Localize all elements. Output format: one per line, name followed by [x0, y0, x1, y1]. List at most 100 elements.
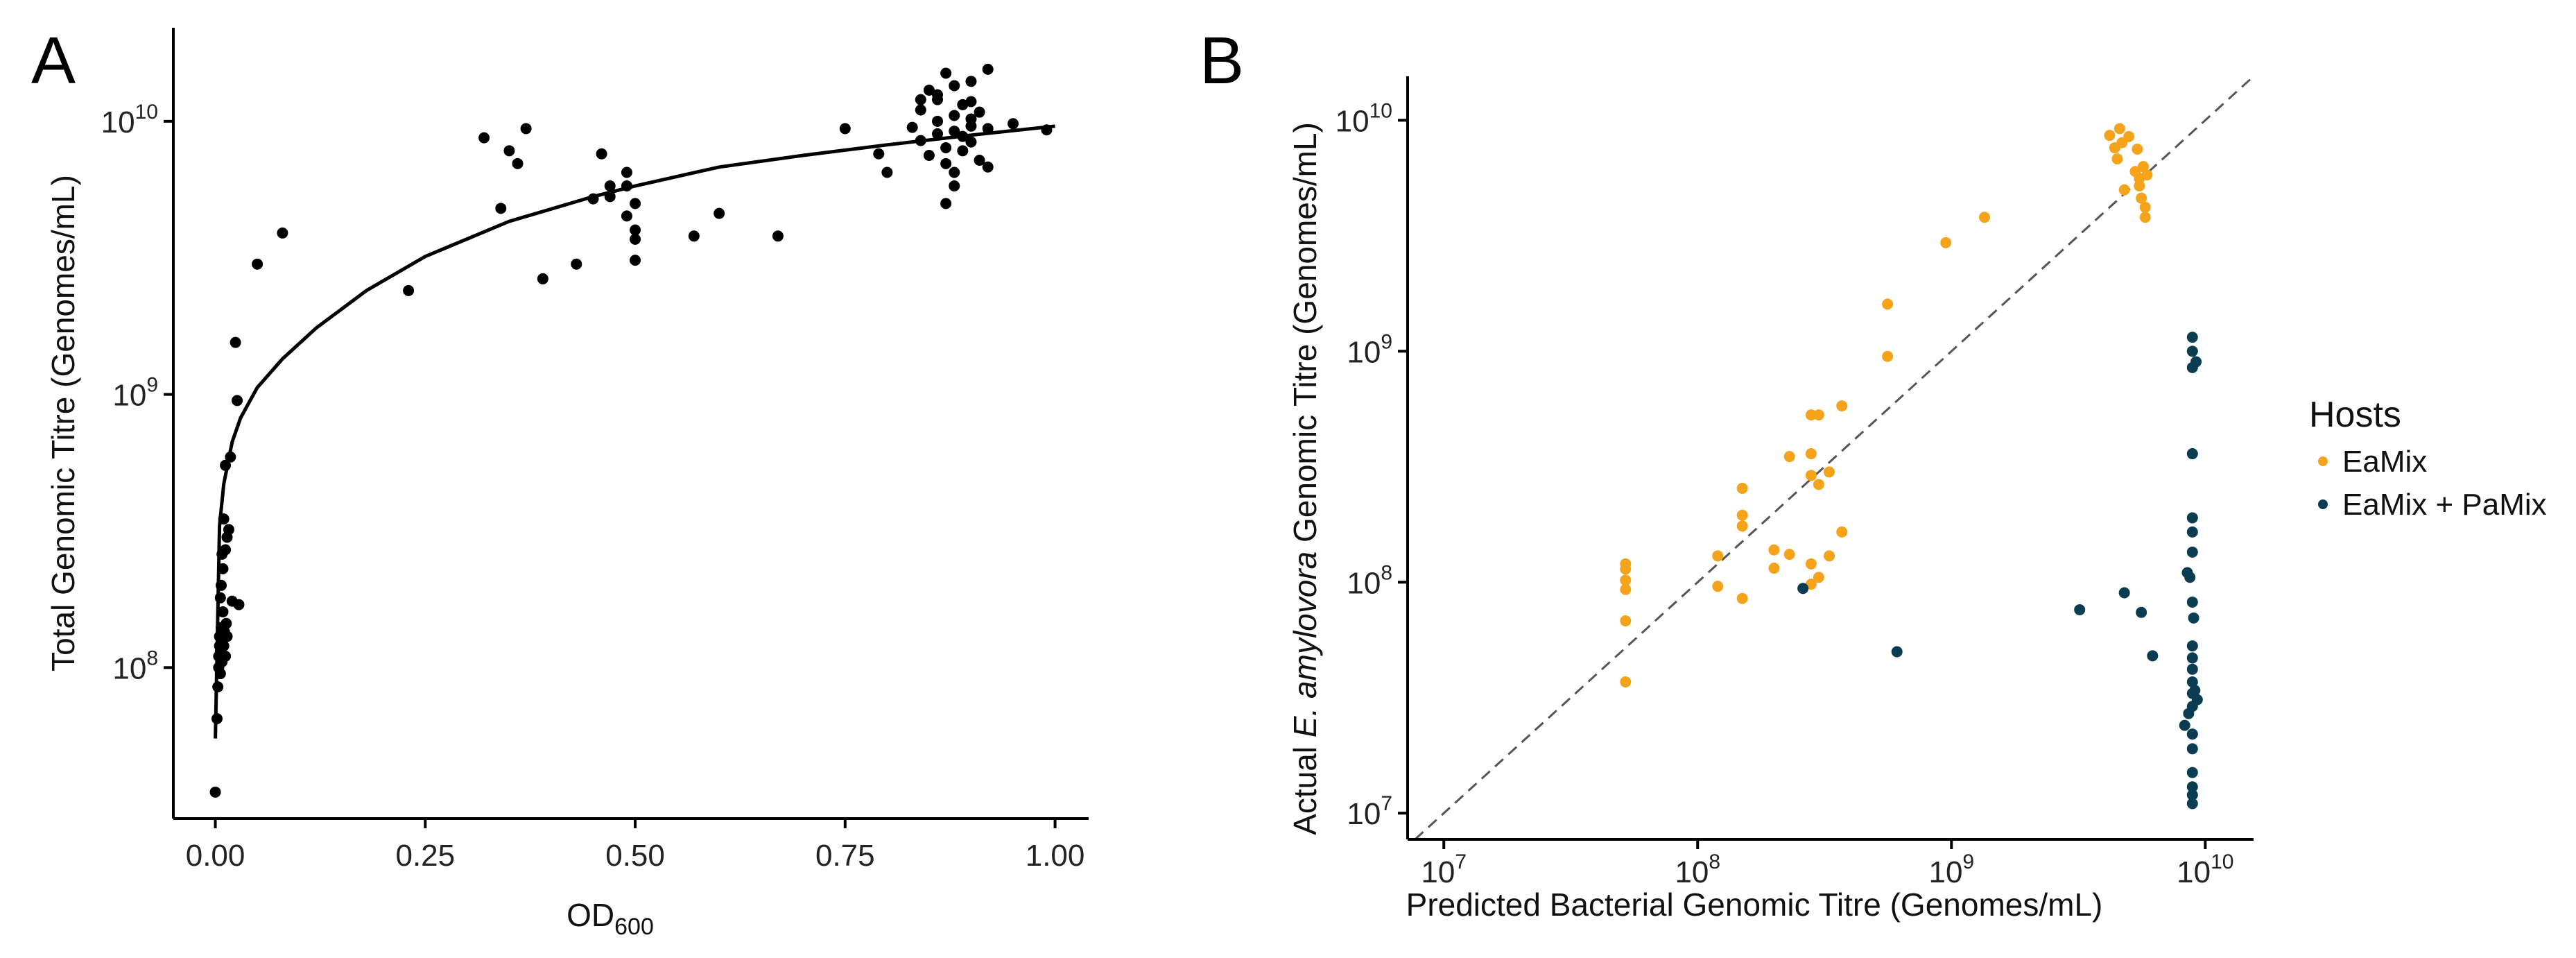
panel-b-letter: B: [1200, 24, 1244, 98]
panel-a-data-point: [915, 135, 926, 146]
panel-a-data-point: [596, 148, 607, 160]
panel-a-y-tick-label: 109: [112, 374, 158, 413]
panel-a-data-point: [923, 150, 935, 162]
panel-b-x-tick-label-base: 10: [1928, 855, 1962, 889]
panel-b-data-point: [2186, 640, 2198, 652]
panel-b-data-point: [2186, 526, 2198, 538]
panel-b-data-point: [2074, 604, 2086, 615]
panel-b-data-point: [2139, 201, 2151, 213]
panel-b-data-point: [1882, 350, 1894, 362]
panel-b-data-point: [2111, 153, 2123, 165]
panel-b-x-axis-title: Predicted Bacterial Genomic Titre (Genom…: [1406, 887, 2103, 923]
panel-b-series-eamix-pamix: [1797, 332, 2203, 810]
panel-a-data-point: [512, 157, 524, 169]
panel-b-data-point: [2186, 676, 2198, 688]
panel-a-x-tick-label: 0.25: [395, 839, 455, 873]
panel-a-y-tick-label: 108: [112, 647, 158, 685]
panel-a-data-point: [965, 96, 977, 108]
panel-b-y-tick-label-exponent: 10: [1369, 99, 1392, 122]
panel-b-data-point: [2186, 652, 2198, 664]
panel-b-data-point: [1805, 448, 1817, 460]
panel-a-data-point: [232, 395, 243, 407]
panel-b-data-point: [1620, 615, 1632, 627]
panel-a-data-point: [965, 120, 977, 132]
panel-b-y-tick-label-base: 10: [1347, 566, 1381, 600]
panel-a-data-point: [940, 142, 952, 153]
panel-a-x-tick-label: 0.50: [605, 839, 665, 873]
panel-b-y-tick-label-base: 10: [1335, 104, 1369, 138]
panel-a-data-point: [277, 227, 288, 239]
panel-b-data-point: [1712, 550, 1724, 562]
panel-b-data-point: [1805, 558, 1817, 570]
panel-b-x-tick-label-exponent: 8: [1709, 850, 1720, 873]
panel-a-data-point: [217, 563, 229, 574]
panel-a-data-point: [772, 230, 784, 242]
panel-a-data-point: [520, 123, 532, 135]
panel-b-data-point: [1797, 583, 1809, 595]
panel-a-data-point: [218, 513, 230, 525]
panel-a-x-axis-title-subscript: 600: [614, 914, 654, 940]
panel-a-y-axis-title: Total Genomic Titre (Genomes/mL): [45, 175, 81, 672]
panel-b-data-point: [1620, 574, 1632, 586]
panel-b-data-point: [2186, 345, 2198, 357]
panel-a-data-point: [940, 198, 952, 209]
panel-a-data-point: [621, 210, 632, 222]
panel-b-data-point: [2186, 781, 2198, 793]
panel-b-data-point: [1620, 676, 1632, 688]
panel-b-data-point: [2191, 694, 2203, 705]
panel-b-data-point: [2186, 448, 2198, 460]
panel-a-data-point: [604, 180, 616, 191]
panel-b-legend: Hosts EaMix EaMix + PaMix: [2309, 395, 2547, 522]
panel-b-data-point: [1805, 409, 1817, 421]
panel-a-data-point: [1008, 118, 1019, 130]
panel-a-data-point: [949, 180, 960, 191]
panel-b-data-point: [1891, 646, 1903, 658]
panel-b-y-axis-title-post: Genomic Titre (Genomes/mL): [1287, 122, 1323, 551]
panel-b-data-point: [2186, 596, 2198, 608]
panel-a-x-axis-title-main: OD: [567, 897, 614, 933]
panel-b-data-point: [2184, 572, 2196, 583]
legend-swatch-eamix-pamix: [2318, 499, 2328, 509]
panel-b-y-tick-label: 109: [1347, 330, 1392, 369]
panel-b-data-point: [2118, 587, 2130, 599]
panel-b-data-point: [2141, 169, 2153, 181]
panel-a-data-point: [957, 130, 969, 142]
panel-a-data-point: [974, 155, 985, 166]
panel-a-data-point: [982, 63, 994, 75]
panel-a-data-point: [220, 544, 232, 556]
panel-b-y-tick-label-exponent: 9: [1381, 330, 1392, 353]
panel-a-data-point: [949, 166, 960, 178]
panel-b-data-point: [1836, 400, 1848, 412]
legend-label-eamix: EaMix: [2342, 445, 2427, 479]
panel-a-data-point: [965, 136, 977, 148]
panel-b-x-tick-label-exponent: 9: [1962, 850, 1974, 873]
panel-b-y-tick-label: 108: [1347, 561, 1392, 600]
panel-b-data-point: [2186, 332, 2198, 343]
panel-b-y-tick-label: 1010: [1335, 99, 1392, 138]
panel-a-data-point: [949, 110, 960, 121]
panel-b-x-tick-label-base: 10: [1421, 855, 1455, 889]
panel-a-data-point: [932, 128, 944, 139]
panel-b-data-point: [1805, 470, 1817, 481]
panel-a-data-point: [688, 230, 700, 242]
panel-b-data-point: [2186, 663, 2198, 675]
panel-b-data-point: [1736, 482, 1748, 494]
panel-b-data-point: [1620, 583, 1632, 595]
panel-a-data-point: [403, 284, 415, 296]
panel-b-data-point: [1813, 409, 1824, 421]
panel-b-data-point: [1736, 520, 1748, 532]
panel-b-data-point: [1783, 451, 1795, 463]
panel-a-data-point: [220, 651, 232, 662]
panel-b-y-tick-label-base: 10: [1347, 335, 1381, 369]
panel-b-data-point: [2132, 143, 2143, 155]
panel-b-x-tick-label: 107: [1421, 850, 1467, 889]
panel-b-data-point: [2186, 767, 2198, 778]
panel-b-x-tick-label: 109: [1928, 850, 1974, 889]
panel-a-data-point: [495, 203, 507, 214]
panel-a-data-point: [873, 148, 885, 160]
panel-a-data-point: [221, 617, 232, 629]
panel-a-data-point: [216, 579, 227, 591]
